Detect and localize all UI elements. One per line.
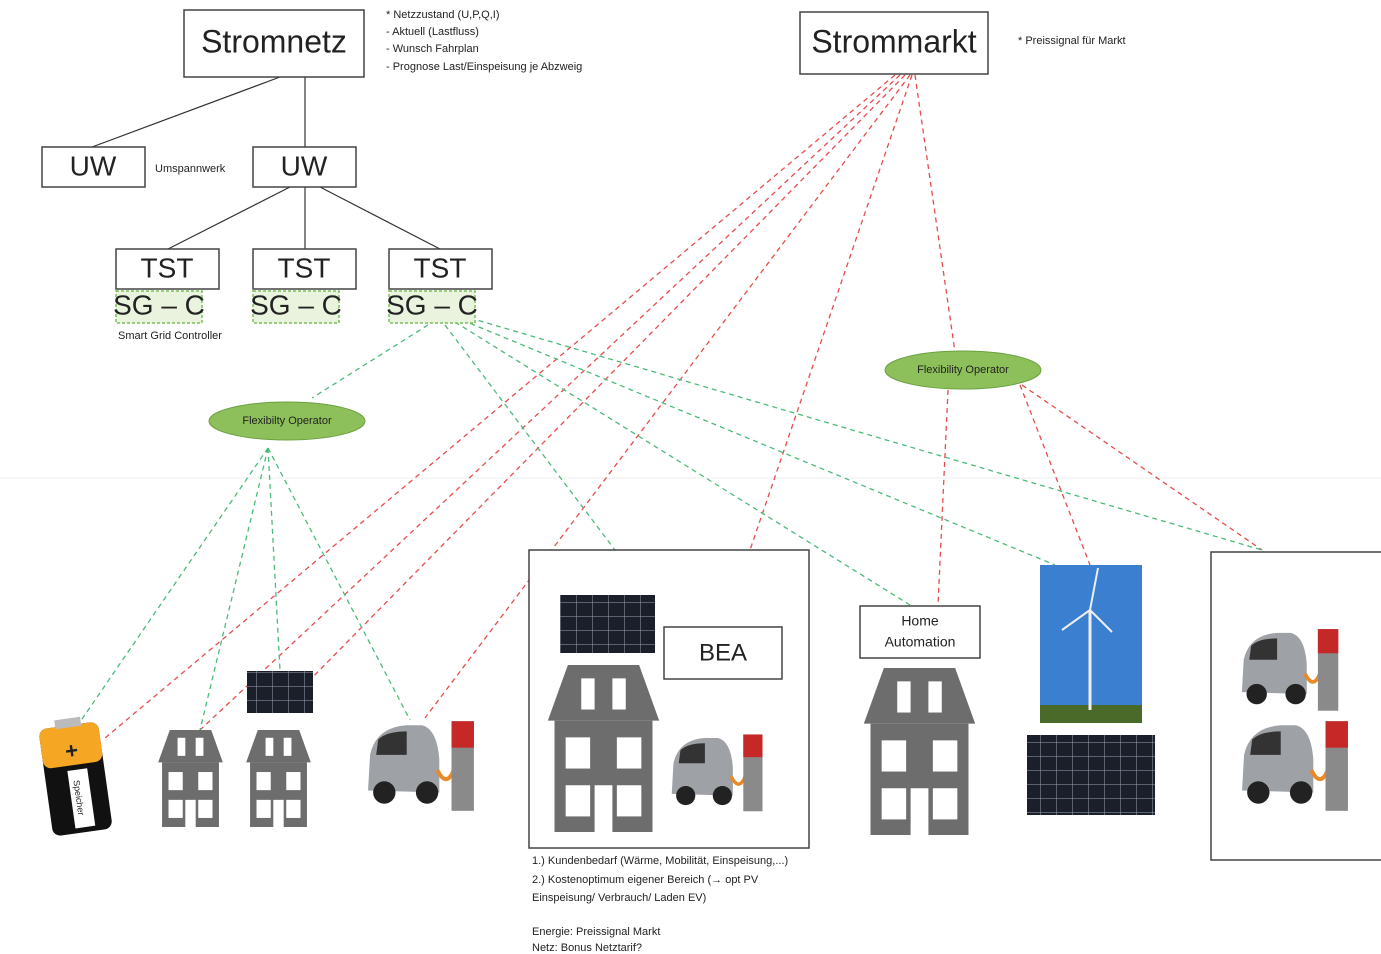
house (158, 730, 223, 827)
ev-charger (670, 732, 765, 812)
tst-box (388, 248, 493, 290)
stromnetz-label: Stromnetz (201, 23, 347, 59)
solar-panel (247, 671, 313, 713)
battery-sign: + (63, 737, 79, 764)
sgc-label: SG – C (386, 289, 478, 320)
ev-frame (1210, 551, 1381, 861)
sgc-box (388, 290, 476, 324)
note: 1.) Kundenbedarf (Wärme, Mobilität, Eins… (532, 855, 788, 867)
stromnetz-box (183, 9, 365, 78)
tst-label: TST (414, 252, 467, 283)
note: 2.) Kostenoptimum eigener Bereich (→ opt… (532, 874, 759, 886)
tst-label: TST (141, 252, 194, 283)
bea-box (663, 626, 783, 680)
sgc-label: SG – C (113, 289, 205, 320)
sgc-box (252, 290, 340, 324)
note: - Wunsch Fahrplan (386, 43, 479, 55)
note: * Netzzustand (U,P,Q,I) (386, 9, 500, 21)
ev-charger (1240, 627, 1341, 712)
home-automation-box (859, 605, 981, 659)
uw-box (41, 146, 146, 188)
flex-cloud (884, 350, 1042, 390)
bea-notes: 1.) Kundenbedarf (Wärme, Mobilität, Eins… (532, 855, 788, 954)
house (547, 665, 660, 832)
house (863, 668, 976, 835)
ev-charger (1242, 721, 1348, 811)
note: Einspeisung/ Verbrauch/ Laden EV) (532, 892, 706, 904)
battery-label: Speicher (71, 779, 86, 816)
tst-label: TST (278, 252, 331, 283)
battery: + Speicher (39, 716, 112, 836)
sgc-box (115, 290, 203, 324)
controller-links (79, 317, 1263, 731)
uw-label: UW (70, 150, 117, 181)
flex-label: Flexibility Operator (917, 364, 1009, 376)
uw-label: UW (281, 150, 328, 181)
strommarkt-label: Strommarkt (811, 23, 976, 59)
solar-panel (1027, 735, 1155, 815)
grid-links (91, 76, 441, 250)
note: - Aktuell (Lastfluss) (386, 26, 479, 38)
tst-box (115, 248, 220, 290)
sgc-note: Smart Grid Controller (118, 330, 222, 342)
ev-charger (368, 721, 474, 811)
uw-note: Umspannwerk (155, 163, 226, 175)
stromnetz-notes: * Netzzustand (U,P,Q,I) - Aktuell (Lastf… (386, 9, 582, 73)
strommarkt-note: * Preissignal für Markt (1018, 35, 1126, 47)
bea-label: BEA (699, 639, 747, 666)
house (246, 730, 311, 827)
home-automation-label: Automation (885, 634, 956, 650)
sgc-label: SG – C (250, 289, 342, 320)
flex-label: Flexibilty Operator (242, 415, 332, 427)
note: - Prognose Last/Einspeisung je Abzweig (386, 61, 582, 73)
flex-cloud (208, 401, 366, 441)
uw-box (252, 146, 357, 188)
solar-panel (560, 595, 655, 653)
market-links (104, 74, 1263, 739)
strommarkt-box (799, 11, 989, 75)
home-automation-label: Home (901, 613, 939, 629)
note: Netz: Bonus Netztarif? (532, 942, 642, 954)
wind-turbine (1040, 565, 1142, 723)
tst-box (252, 248, 357, 290)
note: Energie: Preissignal Markt (532, 926, 660, 938)
